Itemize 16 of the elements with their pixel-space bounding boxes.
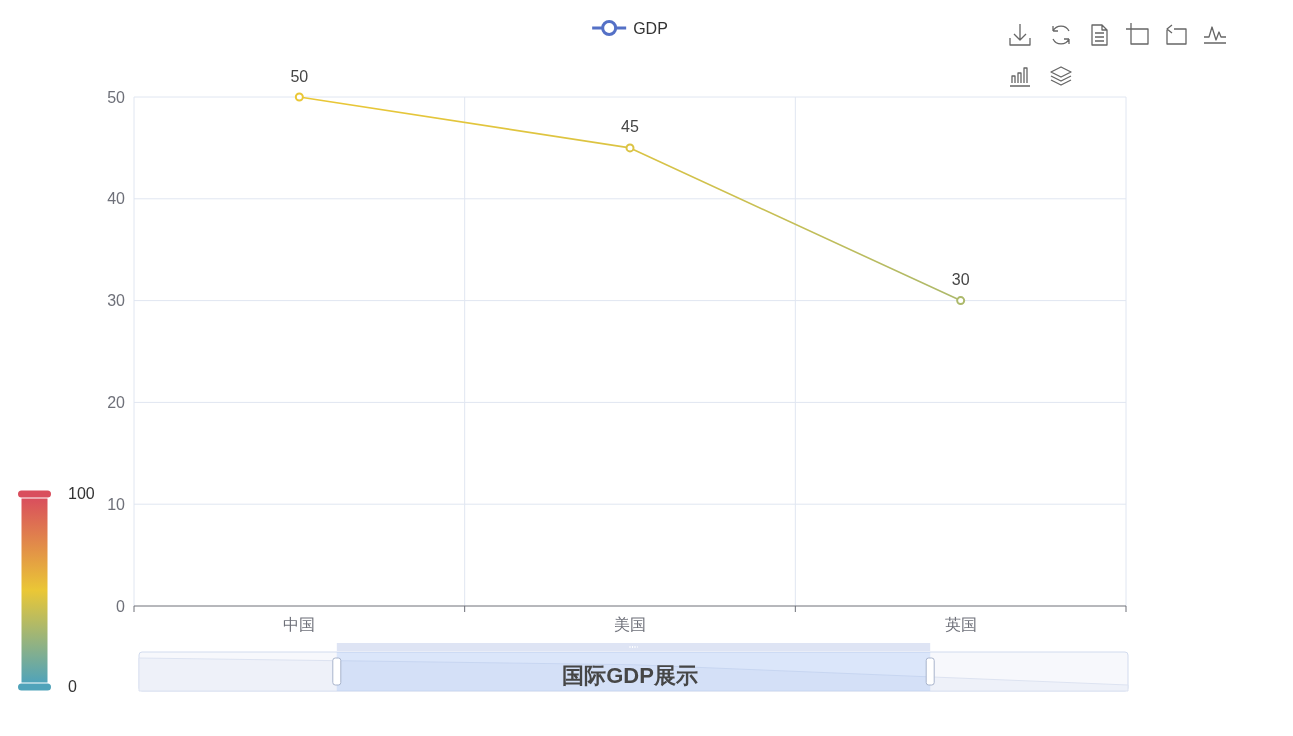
title: 国际GDP展示 [562,662,698,688]
data-label: 45 [621,118,639,136]
x-tick: 中国 [283,615,316,633]
colorbar-label: 0 [68,677,77,695]
y-tick: 10 [107,495,125,513]
data-label: 50 [290,67,309,85]
data-label: 30 [951,271,970,289]
y-tick: 0 [116,597,125,615]
y-tick: 50 [107,88,125,106]
y-tick: 30 [107,292,125,310]
colorbar-label: 100 [68,484,95,502]
y-tick: 20 [107,393,125,411]
y-tick: 40 [107,190,125,208]
x-tick: 美国 [614,615,646,633]
legend-label: GDP [633,19,668,37]
x-tick: 英国 [944,615,977,633]
